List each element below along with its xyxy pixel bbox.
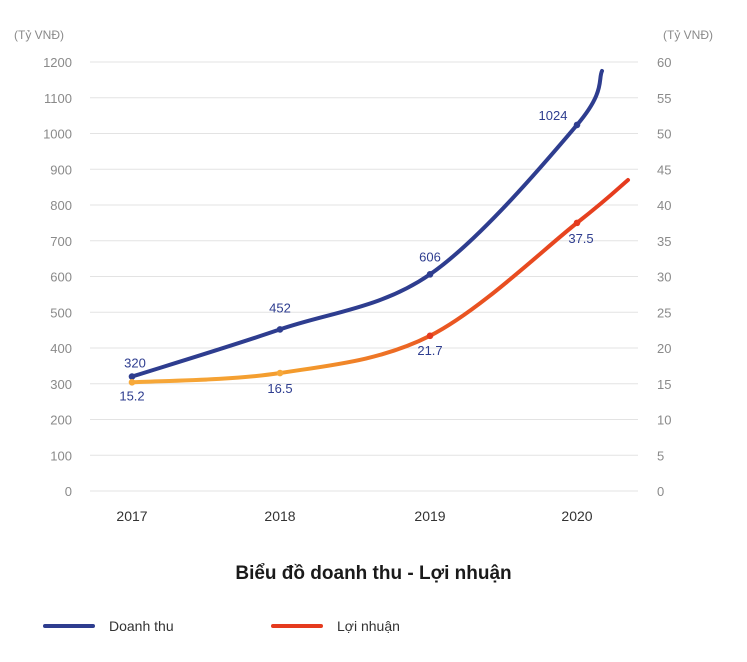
series-line-doanh-thu (130, 68, 604, 379)
x-tick-label: 2020 (561, 508, 592, 524)
data-label-doanh-thu: 1024 (539, 108, 568, 123)
data-label-loi-nhuan: 16.5 (267, 381, 292, 396)
left-axis-unit: (Tỷ VNĐ) (14, 28, 64, 42)
left-tick-label: 600 (50, 270, 72, 285)
right-tick-label: 5 (657, 448, 664, 463)
left-tick-label: 1200 (43, 55, 72, 70)
right-tick-label: 45 (657, 162, 671, 177)
point-loi-nhuan (276, 369, 284, 377)
data-label-doanh-thu: 320 (124, 356, 146, 371)
left-tick-label: 100 (50, 448, 72, 463)
point-doanh-thu (276, 326, 284, 333)
left-tick-label: 700 (50, 234, 72, 249)
right-tick-label: 55 (657, 91, 671, 106)
right-tick-label: 0 (657, 484, 664, 499)
chart-area: (Tỷ VNĐ) (Tỷ VNĐ) 0100200300400500600700… (14, 28, 713, 524)
left-tick-label: 1100 (44, 91, 72, 106)
point-loi-nhuan (128, 379, 136, 386)
legend-label-doanh-thu: Doanh thu (109, 618, 174, 634)
left-tick-label: 400 (50, 341, 72, 356)
legend-item-doanh-thu: Doanh thu (43, 618, 174, 634)
legend-swatch-loi-nhuan (271, 624, 323, 628)
left-tick-label: 200 (50, 413, 72, 428)
right-tick-label: 60 (657, 55, 671, 70)
grid-lines (90, 61, 638, 492)
left-tick-label: 300 (50, 377, 72, 392)
left-tick-label: 0 (65, 484, 72, 499)
point-doanh-thu (128, 373, 136, 380)
chart-title: Biểu đồ doanh thu - Lợi nhuận (235, 563, 512, 584)
left-tick-label: 900 (50, 162, 72, 177)
series-lines (128, 68, 630, 386)
series-line-loi-nhuan (130, 177, 630, 385)
right-axis-unit: (Tỷ VNĐ) (663, 28, 713, 42)
legend-label-loi-nhuan: Lợi nhuận (337, 618, 400, 634)
data-labels: 320 452 606 1024 15.2 16.5 21.7 37.5 (119, 108, 593, 403)
legend-swatch-doanh-thu (43, 624, 95, 628)
data-label-doanh-thu: 452 (269, 300, 291, 315)
x-tick-label: 2018 (264, 508, 295, 524)
point-loi-nhuan (573, 219, 581, 227)
left-tick-label: 1000 (43, 127, 72, 142)
right-tick-label: 15 (657, 377, 671, 392)
data-label-doanh-thu: 606 (419, 249, 441, 264)
left-tick-label: 800 (50, 198, 72, 213)
x-tick-label: 2017 (116, 508, 147, 524)
axis-labels: (Tỷ VNĐ) (Tỷ VNĐ) 0100200300400500600700… (14, 28, 713, 524)
data-label-loi-nhuan: 15.2 (119, 388, 144, 403)
data-label-loi-nhuan: 37.5 (568, 231, 593, 246)
x-tick-label: 2019 (414, 508, 445, 524)
legend-item-loi-nhuan: Lợi nhuận (271, 618, 400, 634)
point-doanh-thu (573, 121, 581, 129)
data-label-loi-nhuan: 21.7 (417, 343, 442, 358)
right-tick-label: 20 (657, 341, 671, 356)
right-tick-label: 10 (657, 413, 671, 428)
point-doanh-thu (426, 271, 434, 278)
right-tick-label: 25 (657, 305, 671, 320)
right-tick-label: 30 (657, 270, 671, 285)
left-tick-label: 500 (50, 305, 72, 320)
right-tick-label: 50 (657, 127, 671, 142)
point-loi-nhuan (426, 332, 434, 340)
right-tick-label: 40 (657, 198, 671, 213)
right-tick-label: 35 (657, 234, 671, 249)
